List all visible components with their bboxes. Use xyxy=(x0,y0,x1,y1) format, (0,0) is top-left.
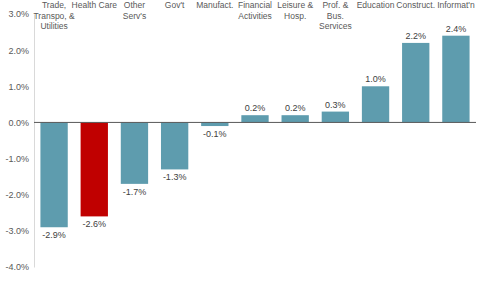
bar xyxy=(121,122,148,183)
data-label: 0.3% xyxy=(325,100,346,110)
y-tick-label: -1.0% xyxy=(5,154,29,164)
data-label: -1.3% xyxy=(163,172,187,182)
bars xyxy=(40,36,469,228)
chart: -4.0% -3.0% -2.0% -1.0% 0.0% 1.0% 2.0% 3.0% -2.9… xyxy=(0,0,480,287)
x-tick: Construct. xyxy=(396,0,435,10)
y-tick: 2.0% xyxy=(8,46,34,56)
data-label: -2.6% xyxy=(83,219,107,229)
y-tick: -1.0% xyxy=(5,154,34,164)
x-tick-label: Education xyxy=(357,0,395,10)
y-tick: 1.0% xyxy=(8,82,34,92)
chart-container: -4.0% -3.0% -2.0% -1.0% 0.0% 1.0% 2.0% 3.0% -2.9… xyxy=(0,0,480,287)
x-tick: Health Care xyxy=(72,0,118,10)
x-tick-label: Prof. &Bus.Services xyxy=(319,0,352,31)
x-tick-label: Manufact. xyxy=(196,0,233,10)
bar xyxy=(201,122,228,126)
bar xyxy=(40,122,67,227)
data-label: 2.2% xyxy=(405,31,426,41)
x-tick: Leisure &Hosp. xyxy=(277,0,313,21)
y-tick-label: -2.0% xyxy=(5,190,29,200)
data-labels: -2.9% -2.6% -1.7% -1.3% -0.1% 0.2% 0.2% 0.3% 1.0… xyxy=(42,24,466,241)
x-tick: Education xyxy=(357,0,395,10)
data-label: -1.7% xyxy=(123,187,147,197)
y-tick: -4.0% xyxy=(5,262,34,272)
x-tick: Trade,Transpo, &Utilities xyxy=(33,0,75,31)
y-tick-label: 2.0% xyxy=(8,46,29,56)
y-axis: -4.0% -3.0% -2.0% -1.0% 0.0% 1.0% 2.0% 3.0% xyxy=(5,9,34,272)
x-tick: Gov't xyxy=(165,0,185,10)
x-axis: Trade,Transpo, &UtilitiesHealth Care Othe… xyxy=(33,0,474,31)
bar xyxy=(362,86,389,122)
bar xyxy=(282,115,309,122)
x-tick-label: Health Care xyxy=(72,0,118,10)
x-tick-label: Gov't xyxy=(165,0,185,10)
data-label: -0.1% xyxy=(203,129,227,139)
data-label: 0.2% xyxy=(245,103,266,113)
x-tick-label: FinancialActivities xyxy=(238,0,272,21)
bar xyxy=(402,43,429,123)
x-tick: FinancialActivities xyxy=(238,0,272,21)
x-tick-label: Leisure &Hosp. xyxy=(277,0,313,21)
data-label: 2.4% xyxy=(446,24,467,34)
x-tick: OtherServ's xyxy=(123,0,146,21)
y-tick-label: 1.0% xyxy=(8,82,29,92)
y-tick: 3.0% xyxy=(8,9,34,19)
plot: -4.0% -3.0% -2.0% -1.0% 0.0% 1.0% 2.0% 3.0% -2.9… xyxy=(5,9,476,272)
x-tick-label: OtherServ's xyxy=(123,0,146,21)
y-axis-line xyxy=(34,15,35,268)
y-tick: 0.0% xyxy=(8,118,34,128)
x-tick-label: Construct. xyxy=(396,0,435,10)
y-tick-label: 3.0% xyxy=(8,9,29,19)
bar xyxy=(241,115,268,122)
x-tick: Manufact. xyxy=(196,0,233,10)
y-tick-label: -3.0% xyxy=(5,226,29,236)
x-tick-label: Informat'n xyxy=(437,0,475,10)
bar xyxy=(81,122,108,216)
data-label: 1.0% xyxy=(365,74,386,84)
y-tick-label: 0.0% xyxy=(8,118,29,128)
x-tick-label: Trade,Transpo, &Utilities xyxy=(33,0,75,31)
zero-line xyxy=(34,122,476,123)
data-label: 0.2% xyxy=(285,103,306,113)
y-tick: -3.0% xyxy=(5,226,34,236)
bar xyxy=(322,112,349,123)
y-tick-label: -4.0% xyxy=(5,262,29,272)
x-tick: Informat'n xyxy=(437,0,475,10)
bar xyxy=(161,122,188,169)
x-tick: Prof. &Bus.Services xyxy=(319,0,352,31)
data-label: -2.9% xyxy=(42,230,66,240)
y-tick: -2.0% xyxy=(5,190,34,200)
bar xyxy=(442,36,469,123)
